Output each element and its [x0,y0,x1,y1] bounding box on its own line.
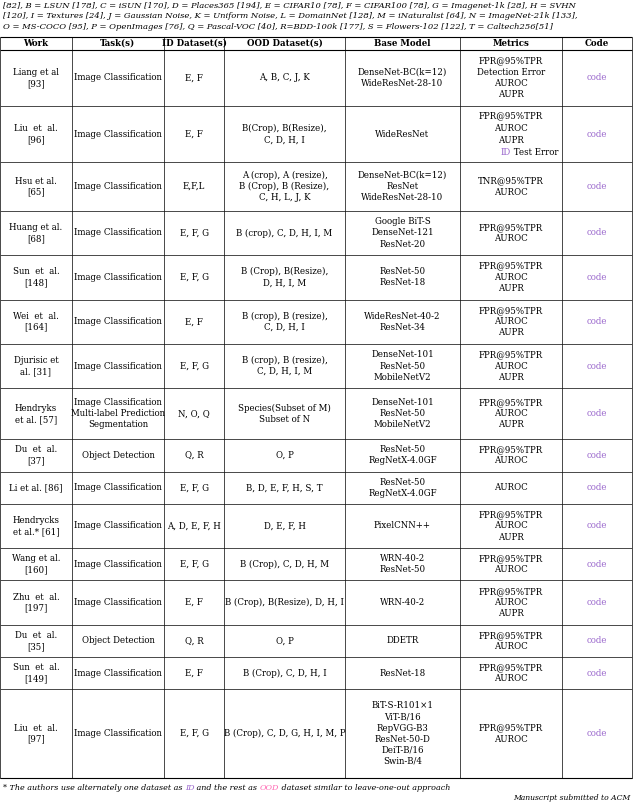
Text: Huang et al.
[68]: Huang et al. [68] [10,223,63,243]
Text: E, F, G: E, F, G [179,560,209,569]
Text: code: code [587,483,607,492]
Text: WideResNet: WideResNet [376,129,429,139]
Text: A, D, E, F, H: A, D, E, F, H [167,521,221,531]
Text: code: code [587,129,607,139]
Text: WideResNet-40-2
ResNet-34: WideResNet-40-2 ResNet-34 [364,312,441,332]
Text: Task(s): Task(s) [100,39,136,48]
Text: B (Crop), B(Resize),
D, H, I, M: B (Crop), B(Resize), D, H, I, M [241,267,328,288]
Text: Image Classification
Multi-label Prediction
Segmentation: Image Classification Multi-label Predict… [71,398,165,429]
Text: Work: Work [24,39,49,48]
Text: Image Classification: Image Classification [74,669,162,678]
Text: Wang et al.
[160]: Wang et al. [160] [12,554,60,574]
Text: E,F,L: E,F,L [183,182,205,191]
Text: DDETR: DDETR [387,637,419,646]
Text: Image Classification: Image Classification [74,273,162,282]
Text: A (crop), A (resize),
B (Crop), B (Resize),
C, H, L, J, K: A (crop), A (resize), B (Crop), B (Resiz… [239,170,330,202]
Text: code: code [587,229,607,238]
Text: DenseNet-101
ResNet-50
MobileNetV2: DenseNet-101 ResNet-50 MobileNetV2 [371,398,434,429]
Text: Image Classification: Image Classification [74,729,162,739]
Text: Image Classification: Image Classification [74,560,162,569]
Text: E, F: E, F [185,598,203,607]
Text: Code: Code [585,39,609,48]
Text: [120], I = Textures [24], J = Gaussian Noise, K = Uniform Noise, L = DomainNet [: [120], I = Textures [24], J = Gaussian N… [3,12,577,20]
Text: Object Detection: Object Detection [81,637,154,646]
Text: Image Classification: Image Classification [74,129,162,139]
Text: B (crop), B (resize),
C, D, H, I, M: B (crop), B (resize), C, D, H, I, M [241,356,328,377]
Text: code: code [587,521,607,531]
Text: Du  et  al.
[37]: Du et al. [37] [15,445,57,465]
Text: B (Crop), C, D, H, I: B (Crop), C, D, H, I [243,668,326,678]
Text: Q, R: Q, R [184,451,204,460]
Text: ID: ID [185,784,195,792]
Text: D, E, F, H: D, E, F, H [264,521,305,531]
Text: A, B, C, J, K: A, B, C, J, K [259,74,310,82]
Text: FPR@95%TPR
AUROC: FPR@95%TPR AUROC [479,445,543,465]
Text: Li et al. [86]: Li et al. [86] [9,483,63,492]
Text: BiT-S-R101×1
ViT-B/16
RepVGG-B3
ResNet-50-D
DeiT-B/16
Swin-B/4: BiT-S-R101×1 ViT-B/16 RepVGG-B3 ResNet-5… [371,701,433,766]
Text: ResNet-50
RegNetX-4.0GF: ResNet-50 RegNetX-4.0GF [368,478,437,498]
Text: N, O, Q: N, O, Q [178,409,210,419]
Text: DenseNet-101
ResNet-50
MobileNetV2: DenseNet-101 ResNet-50 MobileNetV2 [371,351,434,381]
Text: code: code [587,451,607,460]
Text: FPR@95%TPR
AUROC
AUPR: FPR@95%TPR AUROC AUPR [479,351,543,381]
Text: Image Classification: Image Classification [74,521,162,531]
Text: E, F: E, F [185,129,203,139]
Text: FPR@95%TPR
AUROC
AUPR: FPR@95%TPR AUROC AUPR [479,306,543,337]
Text: DenseNet-BC(k=12)
WideResNet-28-10: DenseNet-BC(k=12) WideResNet-28-10 [358,68,447,88]
Text: B, D, E, F, H, S, T: B, D, E, F, H, S, T [246,483,323,492]
Text: code: code [587,74,607,82]
Text: Image Classification: Image Classification [74,74,162,82]
Text: FPR@95%TPR
AUROC: FPR@95%TPR AUROC [479,724,543,743]
Text: Image Classification: Image Classification [74,483,162,492]
Text: Hendryks
et al. [57]: Hendryks et al. [57] [15,404,57,424]
Text: E, F, G: E, F, G [179,273,209,282]
Text: Liu  et  al.
[97]: Liu et al. [97] [14,724,58,743]
Text: FPR@95%TPR
AUROC
AUPR: FPR@95%TPR AUROC AUPR [479,262,543,293]
Text: B (crop), C, D, H, I, M: B (crop), C, D, H, I, M [236,229,333,238]
Text: E, F: E, F [185,74,203,82]
Text: Manuscript submitted to ACM: Manuscript submitted to ACM [513,794,630,802]
Text: [82], B = LSUN [178], C = iSUN [170], D = Places365 [194], E = CIFAR10 [78], F =: [82], B = LSUN [178], C = iSUN [170], D … [3,2,576,10]
Text: Djurisic et
al. [31]: Djurisic et al. [31] [13,356,58,376]
Text: FPR@95%TPR
AUROC: FPR@95%TPR AUROC [479,554,543,574]
Text: FPR@95%TPR: FPR@95%TPR [479,112,543,120]
Text: Species(Subset of M)
Subset of N: Species(Subset of M) Subset of N [238,404,331,424]
Text: FPR@95%TPR
Detection Error
AUROC
AUPR: FPR@95%TPR Detection Error AUROC AUPR [477,57,545,99]
Text: Du  et  al.
[35]: Du et al. [35] [15,631,57,651]
Text: code: code [587,669,607,678]
Text: FPR@95%TPR
AUROC
AUPR: FPR@95%TPR AUROC AUPR [479,398,543,429]
Text: Hsu et al.
[65]: Hsu et al. [65] [15,176,57,196]
Text: OOD: OOD [260,784,280,792]
Text: code: code [587,273,607,282]
Text: code: code [587,729,607,739]
Text: FPR@95%TPR
AUROC: FPR@95%TPR AUROC [479,631,543,651]
Text: Google BiT-S
DenseNet-121
ResNet-20: Google BiT-S DenseNet-121 ResNet-20 [371,217,434,249]
Text: ResNet-50
ResNet-18: ResNet-50 ResNet-18 [380,267,426,288]
Text: B (Crop), B(Resize), D, H, I: B (Crop), B(Resize), D, H, I [225,598,344,607]
Text: B(Crop), B(Resize),
C, D, H, I: B(Crop), B(Resize), C, D, H, I [242,124,327,145]
Text: code: code [587,318,607,326]
Text: O = MS-COCO [95], P = OpenImages [76], Q = Pascal-VOC [40], R=BDD-100k [177], S : O = MS-COCO [95], P = OpenImages [76], Q… [3,23,553,31]
Text: Object Detection: Object Detection [81,451,154,460]
Text: OOD Dataset(s): OOD Dataset(s) [246,39,323,48]
Text: O, P: O, P [276,451,293,460]
Text: code: code [587,560,607,569]
Text: AUPR: AUPR [498,136,524,145]
Text: WRN-40-2
ResNet-50: WRN-40-2 ResNet-50 [380,554,426,574]
Text: code: code [587,409,607,419]
Text: ID Dataset(s): ID Dataset(s) [161,39,227,48]
Text: Test Error: Test Error [511,148,559,157]
Text: E, F, G: E, F, G [179,729,209,739]
Text: and the rest as: and the rest as [195,784,260,792]
Text: Sun  et  al.
[148]: Sun et al. [148] [13,267,60,288]
Text: AUROC: AUROC [494,124,528,133]
Text: TNR@95%TPR
AUROC: TNR@95%TPR AUROC [478,176,544,196]
Text: * The authors use alternately one dataset as: * The authors use alternately one datase… [3,784,185,792]
Text: ResNet-50
RegNetX-4.0GF: ResNet-50 RegNetX-4.0GF [368,445,437,465]
Text: FPR@95%TPR
AUROC: FPR@95%TPR AUROC [479,663,543,684]
Text: code: code [587,361,607,371]
Text: dataset similar to leave-one-out approach: dataset similar to leave-one-out approac… [280,784,451,792]
Text: code: code [587,637,607,646]
Text: Image Classification: Image Classification [74,361,162,371]
Text: Liang et al
[93]: Liang et al [93] [13,68,59,88]
